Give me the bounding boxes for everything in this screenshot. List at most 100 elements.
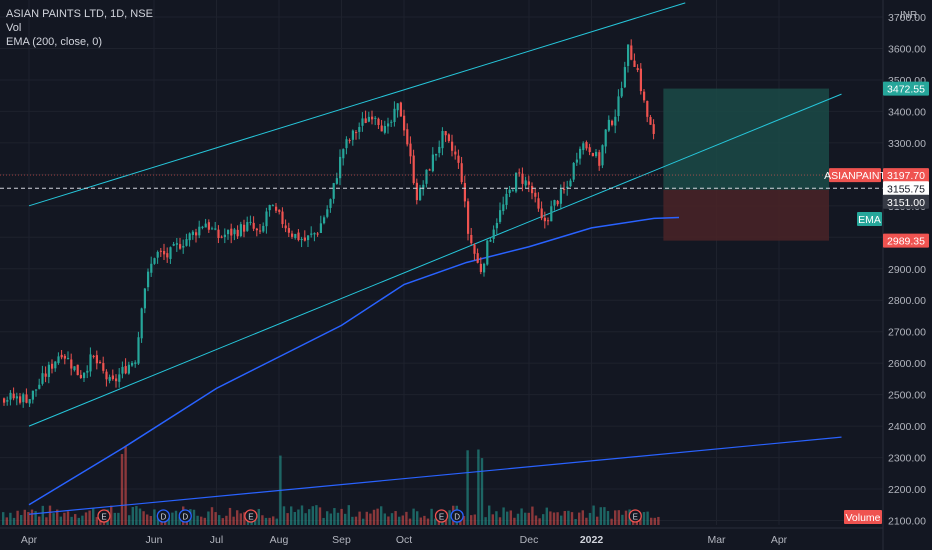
- candle: [102, 362, 105, 371]
- volume-bar: [592, 505, 595, 525]
- candle: [611, 120, 614, 125]
- volume-bar: [610, 518, 613, 525]
- candle: [287, 228, 290, 233]
- volume-bar: [434, 518, 437, 525]
- candle: [131, 362, 134, 366]
- candle: [35, 389, 38, 391]
- volume-bar: [9, 512, 12, 525]
- candle: [540, 208, 543, 219]
- candle: [182, 245, 185, 248]
- candle: [415, 182, 418, 201]
- candle: [460, 163, 463, 183]
- candle: [345, 139, 348, 149]
- candle: [527, 181, 530, 185]
- volume-bar: [498, 517, 502, 525]
- volume-bar: [318, 507, 322, 525]
- volume-bar: [38, 516, 41, 525]
- target-zone[interactable]: [663, 88, 829, 190]
- volume-bar: [272, 516, 275, 525]
- candle: [649, 117, 652, 125]
- volume-bar: [394, 511, 397, 525]
- volume-bar: [336, 512, 340, 525]
- volume-bar: [527, 512, 530, 525]
- volume-bar: [585, 517, 588, 525]
- volume-bar: [66, 511, 70, 525]
- dividend-marker[interactable]: [178, 509, 192, 523]
- volume-bar: [563, 511, 566, 525]
- candle: [489, 240, 492, 242]
- long-trend-line[interactable]: [28, 436, 842, 515]
- candle: [179, 244, 182, 249]
- volume-bar: [599, 507, 602, 525]
- volume-bar: [408, 518, 412, 525]
- volume-bar: [225, 515, 228, 525]
- stop-price-tag-bg: [883, 233, 929, 248]
- candle: [403, 115, 406, 131]
- volume-bar: [513, 517, 516, 525]
- legend-symbol[interactable]: ASIAN PAINTS LTD, 1D, NSE: [6, 8, 153, 20]
- candle: [508, 189, 511, 194]
- earnings-marker[interactable]: [434, 509, 449, 523]
- volume-bar: [477, 449, 480, 525]
- candle: [57, 356, 60, 363]
- candle: [457, 155, 460, 163]
- candle: [51, 363, 54, 369]
- candle: [547, 220, 550, 222]
- volume-bar: [419, 517, 422, 525]
- candle: [204, 223, 207, 228]
- volume-bar: [470, 515, 473, 525]
- candle: [639, 68, 642, 92]
- ema-200-line[interactable]: [28, 216, 680, 506]
- candle: [284, 225, 287, 229]
- candle: [419, 187, 422, 201]
- volume-bar: [297, 509, 300, 525]
- volume-bar: [329, 513, 332, 525]
- volume-bar: [214, 512, 217, 525]
- date-tick-label: Aug: [270, 534, 289, 546]
- volume-bar: [30, 509, 34, 525]
- price-tick-label: 2900.00: [888, 264, 926, 276]
- dividend-marker[interactable]: [450, 509, 464, 523]
- candle: [569, 180, 572, 187]
- volume-bar: [484, 517, 487, 525]
- earnings-marker[interactable]: [628, 509, 642, 523]
- candle: [393, 108, 396, 122]
- volume-bar: [311, 506, 314, 525]
- price-tick-label: 2100.00: [888, 516, 926, 528]
- volume-bar: [221, 518, 224, 525]
- price-tick-label: 2700.00: [888, 327, 926, 339]
- candle: [556, 200, 559, 205]
- volume-bar: [2, 512, 5, 525]
- candle: [444, 131, 447, 136]
- volume-bar: [142, 511, 145, 525]
- channel-lower-line[interactable]: [28, 93, 842, 427]
- ema-tag-bg: [857, 212, 882, 226]
- legend-ema[interactable]: EMA (200, close, 0): [6, 36, 102, 48]
- volume-bar: [401, 515, 404, 525]
- crosshair-price-tag: 3155.75: [887, 183, 925, 195]
- candle: [275, 206, 278, 211]
- legend-volume[interactable]: Vol: [6, 22, 22, 34]
- earnings-marker[interactable]: [97, 509, 111, 523]
- candle: [236, 229, 239, 237]
- candle: [60, 354, 63, 358]
- volume-bar: [383, 513, 386, 525]
- candle: [239, 224, 242, 237]
- candle: [22, 394, 25, 403]
- candle: [595, 151, 598, 157]
- stop-zone[interactable]: [663, 189, 829, 241]
- volume-bar: [41, 505, 44, 525]
- channel-upper-line[interactable]: [28, 2, 686, 207]
- volume-bar: [12, 517, 16, 525]
- candle: [505, 193, 508, 205]
- candle: [582, 143, 585, 151]
- volume-bar: [239, 513, 242, 525]
- earnings-marker[interactable]: [244, 509, 258, 523]
- volume-bar: [624, 510, 628, 525]
- volume-bar: [88, 510, 91, 525]
- dividend-marker[interactable]: [156, 509, 171, 523]
- candle: [153, 258, 156, 264]
- price-tick-label: 3300.00: [888, 138, 926, 150]
